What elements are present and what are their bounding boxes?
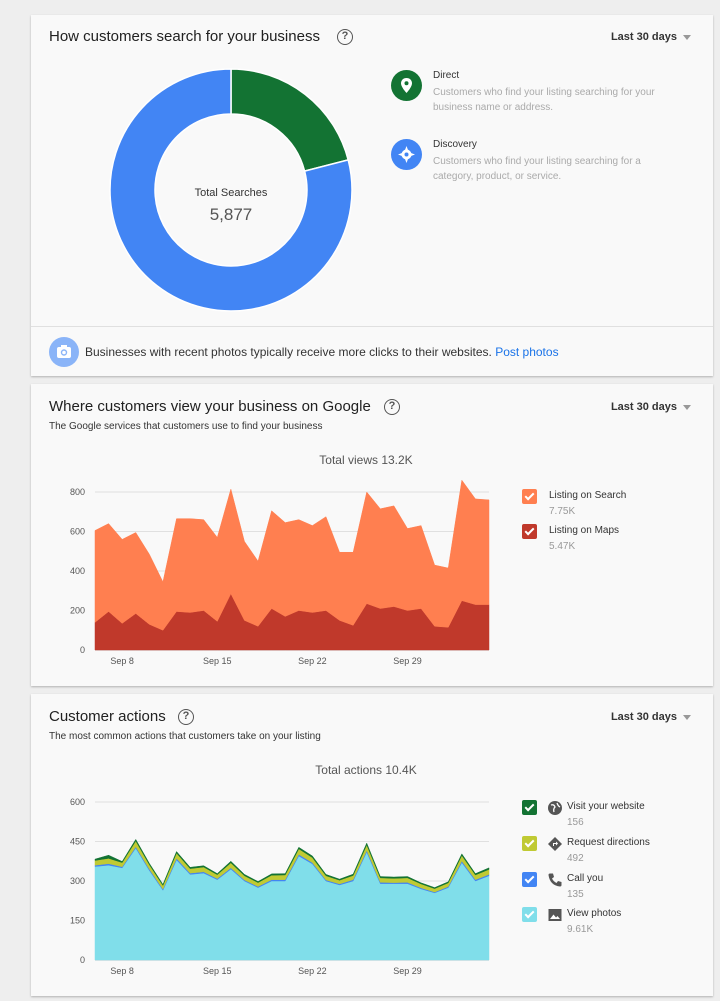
caret-down-icon [683,34,691,40]
legend-title: Direct [433,70,460,81]
checkbox-icon[interactable] [522,524,537,539]
y-tick-label: 200 [70,606,85,616]
donut-slice-direct [230,68,350,172]
legend-value: 5.47K [549,541,576,552]
legend-name: View photos [567,908,622,919]
card-title: Customer actions [49,708,166,725]
y-tick-label: 600 [70,797,85,807]
help-icon[interactable]: ? [384,399,400,415]
card-subtitle: The Google services that customers use t… [49,421,323,432]
compass-icon [391,139,422,170]
legend-desc: Customers who find your listing searchin… [433,87,655,113]
legend-name: Visit your website [567,801,645,812]
legend-value: 135 [567,889,584,900]
date-range-label: Last 30 days [610,401,677,413]
help-icon[interactable]: ? [178,709,194,725]
checkbox-icon[interactable] [522,836,537,851]
total-views: Total views 13.2K [319,453,413,467]
checkbox-icon[interactable] [522,800,537,815]
image-icon [547,907,563,928]
total-actions: Total actions 10.4K [315,763,417,777]
legend-value: 9.61K [567,924,594,935]
x-tick-label: Sep 8 [110,656,134,666]
x-tick-label: Sep 29 [393,966,422,976]
card-subtitle: The most common actions that customers t… [49,731,321,742]
search-card: How customers search for your business ?… [31,15,713,376]
date-range-label: Last 30 days [610,711,677,723]
legend-name: Listing on Search [549,490,627,501]
checkbox-icon[interactable] [522,907,537,922]
footer-divider [31,326,713,327]
area-series-visit-your-website [94,838,490,889]
y-tick-label: 400 [70,566,85,576]
post-photos-link[interactable]: Post photos [495,345,559,359]
legend-name: Call you [567,873,604,884]
x-tick-label: Sep 29 [393,656,422,666]
y-tick-label: 450 [70,837,85,847]
directions-icon [547,836,563,857]
actions-area-chart: 0 150 300 450 600 Sep 8 Sep 15 Sep 22 Sep 29 [70,797,490,976]
checkbox-icon[interactable] [522,872,537,887]
y-tick-label: 600 [70,527,85,537]
date-range-dropdown[interactable]: Last 30 days [611,31,691,43]
area-series-listing-on-search [94,479,490,631]
legend-name: Listing on Maps [549,525,620,536]
legend-value: 492 [567,853,584,864]
legend-value: 156 [567,817,584,828]
actions-card: Customer actions ? The most common actio… [31,694,713,996]
x-tick-label: Sep 22 [298,656,327,666]
phone-icon [547,872,563,893]
card-title: How customers search for your business [49,28,320,45]
globe-icon [547,800,563,821]
views-area-chart: 0 200 400 600 800 Sep 8 Sep 15 Sep 22 Sep 29 [70,479,490,666]
y-tick-label: 0 [80,955,85,965]
x-tick-label: Sep 8 [110,966,134,976]
views-card: Where customers view your business on Go… [31,384,713,686]
date-range-label: Last 30 days [610,31,677,43]
date-range-dropdown[interactable]: Last 30 days [611,711,691,723]
legend-name: Request directions [567,837,650,848]
donut-value: 5,877 [210,205,253,224]
date-range-dropdown[interactable]: Last 30 days [611,401,691,413]
checkbox-icon[interactable] [522,489,537,504]
donut-label: Total Searches [195,187,268,199]
y-tick-label: 150 [70,916,85,926]
y-tick-label: 300 [70,876,85,886]
card-title: Where customers view your business on Go… [49,398,371,415]
x-tick-label: Sep 22 [298,966,327,976]
camera-icon[interactable] [49,337,79,367]
x-tick-label: Sep 15 [203,656,232,666]
legend-desc: Customers who find your listing searchin… [433,156,641,182]
help-icon[interactable]: ? [337,29,353,45]
map-pin-icon [391,70,422,101]
caret-down-icon [683,404,691,410]
x-tick-label: Sep 15 [203,966,232,976]
y-tick-label: 800 [70,487,85,497]
photo-tip-text: Businesses with recent photos typically … [85,345,492,359]
y-tick-label: 0 [80,645,85,655]
photo-tip: Businesses with recent photos typically … [85,345,559,359]
donut-chart: Total Searches 5,877 [109,68,353,312]
legend-value: 7.75K [549,506,576,517]
donut-slice-discovery [109,68,353,312]
caret-down-icon [683,714,691,720]
legend-title: Discovery [433,139,477,150]
